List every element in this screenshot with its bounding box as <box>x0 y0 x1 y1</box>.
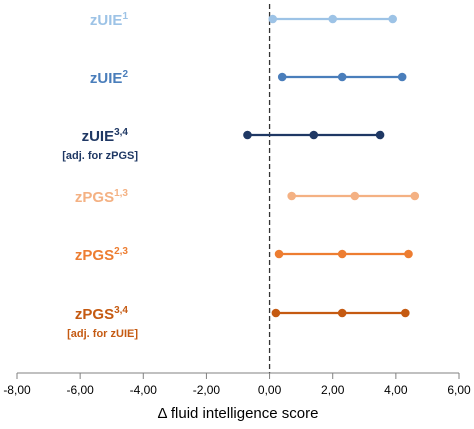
ci-upper-point <box>388 14 398 24</box>
series-superscript: 3,4 <box>114 305 128 316</box>
estimate-point <box>337 249 347 259</box>
estimate-point <box>309 130 319 140</box>
series-name: zPGS <box>75 247 114 264</box>
x-tick-label: 4,00 <box>384 383 408 397</box>
ci-lower-point <box>268 14 278 24</box>
estimate-point <box>328 14 338 24</box>
series-superscript: 2,3 <box>114 246 128 257</box>
series-name: zPGS <box>75 189 114 206</box>
series-label: zPGS2,3 <box>75 246 129 264</box>
series-row <box>287 191 420 201</box>
ci-upper-point <box>375 130 385 140</box>
ci-lower-point <box>271 308 281 318</box>
series-layer <box>243 14 420 318</box>
series-row <box>271 308 410 318</box>
series-note: [adj. for zUIE] <box>67 328 138 340</box>
series-row <box>268 14 398 24</box>
x-tick-label: 6,00 <box>447 383 471 397</box>
series-label: zUIE2 <box>90 69 129 87</box>
series-note: [adj. for zPGS] <box>62 150 138 162</box>
ci-upper-point <box>401 308 410 318</box>
series-row <box>277 72 407 82</box>
series-superscript: 1,3 <box>114 188 128 199</box>
series-row <box>274 249 413 259</box>
x-tick-label: -8,00 <box>3 383 31 397</box>
series-label: zPGS3,4 <box>75 305 129 323</box>
x-axis-label: Δ fluid intelligence score <box>158 405 319 422</box>
series-name: zPGS <box>75 306 114 323</box>
estimate-point <box>337 72 347 82</box>
series-name: zUIE <box>82 128 115 145</box>
series-name: zUIE <box>90 12 123 29</box>
ci-lower-point <box>287 191 296 201</box>
estimate-point <box>337 308 347 318</box>
ci-upper-point <box>404 249 413 259</box>
series-superscript: 1 <box>122 11 128 22</box>
series-superscript: 3,4 <box>114 127 128 138</box>
estimate-point <box>350 191 360 201</box>
series-superscript: 2 <box>122 69 128 80</box>
ci-upper-point <box>397 72 407 82</box>
x-tick-label: 2,00 <box>321 383 345 397</box>
series-name: zUIE <box>90 70 123 87</box>
x-tick-label: -4,00 <box>130 383 158 397</box>
ci-lower-point <box>274 249 284 259</box>
series-row <box>243 130 385 140</box>
series-label: zPGS1,3 <box>75 188 129 206</box>
x-tick-label: 0,00 <box>258 383 282 397</box>
x-tick-label: -6,00 <box>66 383 94 397</box>
x-tick-label: -2,00 <box>193 383 221 397</box>
ci-upper-point <box>410 191 420 201</box>
x-axis: -8,00 -6,00 -4,00 -2,00 0,00 2,00 4,00 6,00 <box>3 372 471 397</box>
series-label: zUIE3,4 <box>82 127 129 145</box>
ci-lower-point <box>243 130 252 140</box>
series-label: zUIE1 <box>90 11 129 29</box>
ci-lower-point <box>277 72 287 82</box>
